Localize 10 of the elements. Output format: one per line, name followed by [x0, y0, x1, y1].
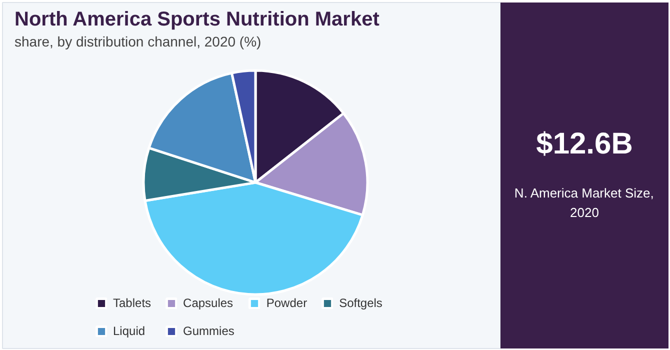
chart-subtitle: share, by distribution channel, 2020 (%): [14, 34, 262, 50]
chart-title: North America Sports Nutrition Market: [14, 8, 380, 30]
text: $12.6B: [536, 128, 633, 160]
text: N. America Market Size, 2020: [514, 186, 654, 220]
legend-label: Tablets: [113, 296, 152, 310]
legend-label: Gummies: [183, 324, 234, 338]
legend-label: Capsules: [183, 296, 234, 310]
legend-label: Softgels: [339, 296, 382, 310]
legend-label: Powder: [266, 296, 308, 310]
legend-label: Liquid: [113, 324, 146, 338]
